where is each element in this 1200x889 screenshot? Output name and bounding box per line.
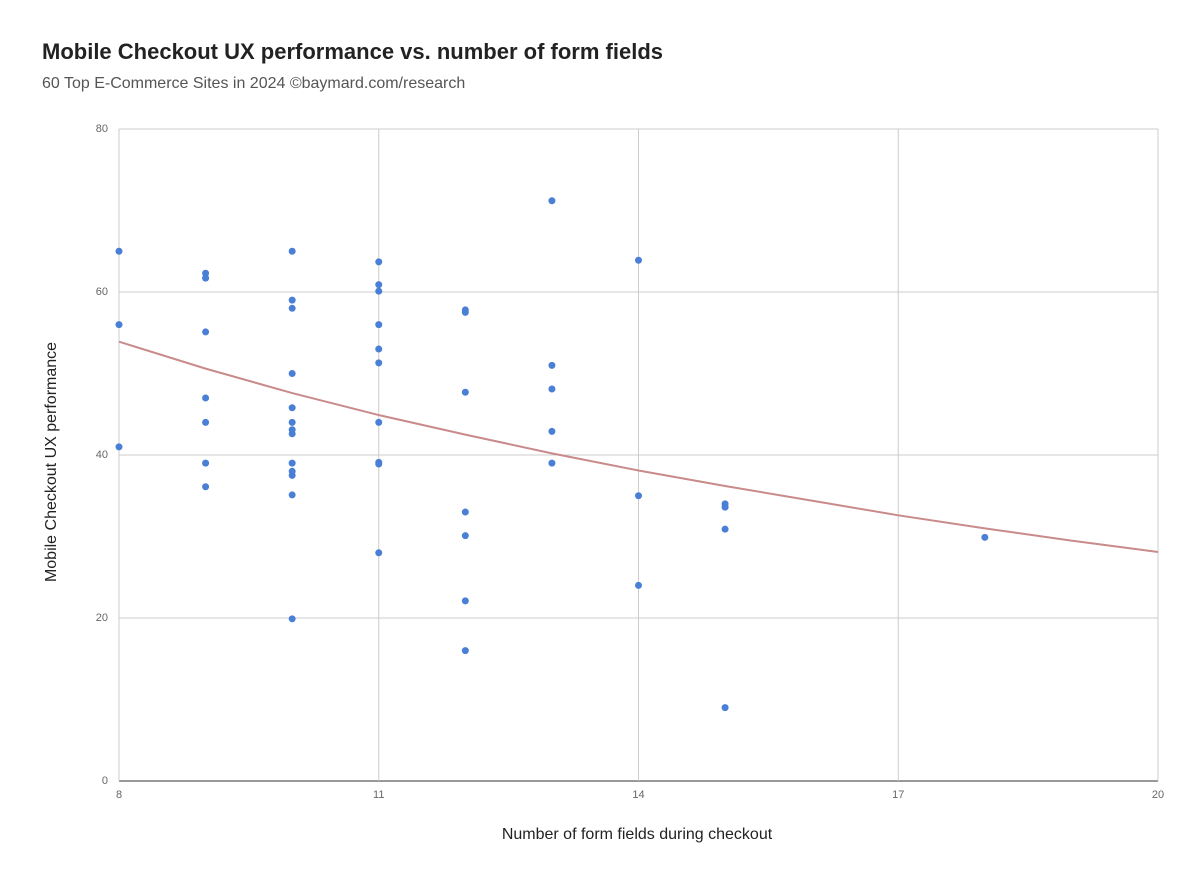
- scatter-point: [202, 394, 210, 402]
- scatter-point: [375, 258, 383, 266]
- scatter-point: [202, 274, 210, 282]
- trendline: [118, 340, 1159, 553]
- scatter-point: [375, 359, 383, 367]
- scatter-point: [288, 304, 296, 312]
- scatter-point: [115, 247, 123, 255]
- scatter-point: [288, 418, 296, 426]
- scatter-point: [981, 533, 989, 541]
- scatter-point: [375, 321, 383, 329]
- scatter-point: [461, 647, 469, 655]
- scatter-point: [721, 503, 729, 511]
- x-tick-label: 8: [116, 789, 122, 801]
- x-tick-label: 20: [1152, 789, 1164, 801]
- scatter-point: [288, 370, 296, 377]
- scatter-point: [461, 508, 469, 516]
- scatter-point: [288, 491, 296, 499]
- scatter-point: [548, 459, 556, 467]
- scatter-point: [461, 597, 469, 605]
- y-tick-label: 60: [96, 286, 108, 298]
- scatter-point: [115, 443, 123, 451]
- scatter-point: [288, 247, 296, 255]
- scatter-point: [288, 296, 296, 304]
- y-tick-label: 40: [96, 449, 108, 461]
- scatter-point: [288, 615, 296, 623]
- scatter-point: [635, 581, 642, 589]
- y-axis-label: Mobile Checkout UX performance: [43, 342, 60, 582]
- y-tick-label: 0: [102, 775, 108, 787]
- scatter-point: [548, 197, 556, 205]
- scatter-point: [461, 532, 469, 540]
- chart-title: Mobile Checkout UX performance vs. numbe…: [42, 39, 663, 64]
- y-tick-label: 20: [96, 612, 108, 624]
- scatter-point: [202, 418, 210, 426]
- y-tick-label: 80: [96, 123, 108, 135]
- scatter-point: [721, 704, 729, 712]
- scatter-point: [635, 256, 642, 264]
- scatter-point: [202, 459, 210, 467]
- scatter-point: [202, 483, 210, 491]
- scatter-point: [461, 308, 469, 316]
- scatter-point: [375, 281, 383, 289]
- x-tick-label: 14: [632, 789, 644, 801]
- scatter-point: [375, 287, 383, 295]
- chart-subtitle: 60 Top E-Commerce Sites in 2024 ©baymard…: [42, 75, 465, 92]
- scatter-point: [375, 549, 383, 557]
- x-tick-label: 11: [373, 789, 384, 801]
- scatter-point: [288, 471, 296, 479]
- scatter-point: [548, 385, 556, 393]
- scatter-point: [288, 459, 296, 467]
- scatter-point: [288, 430, 296, 438]
- scatter-point: [288, 404, 296, 412]
- scatter-point: [548, 361, 556, 369]
- scatter-point: [375, 460, 383, 468]
- scatter-point: [115, 321, 123, 329]
- scatter-point: [202, 269, 210, 277]
- scatter-point: [548, 427, 556, 435]
- scatter-point: [202, 328, 210, 336]
- scatter-point: [721, 525, 729, 533]
- scatter-point: [375, 418, 383, 426]
- x-tick-label: 17: [892, 789, 904, 801]
- scatter-point: [635, 492, 642, 500]
- scatter-point: [461, 388, 469, 396]
- x-axis-label: Number of form fields during checkout: [502, 826, 773, 843]
- scatter-point: [375, 345, 383, 353]
